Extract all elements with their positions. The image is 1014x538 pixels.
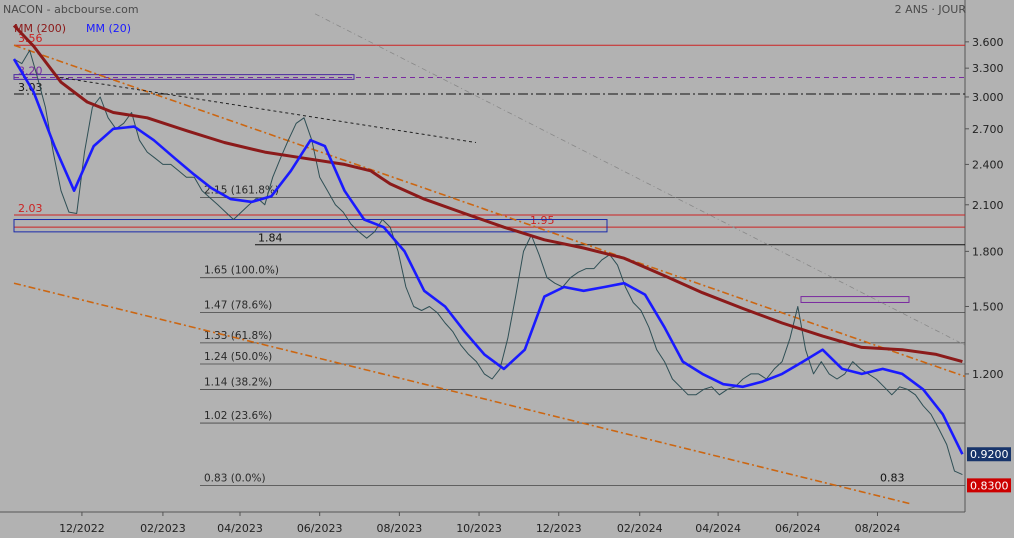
x-tick-label: 08/2023 [377, 522, 423, 535]
trendline-upper [13, 44, 966, 378]
price-tag-label: 0.8300 [970, 479, 1009, 492]
level-label: 2.03 [18, 202, 43, 215]
x-tick-label: 06/2023 [297, 522, 343, 535]
level-label: 1.95 [530, 214, 555, 227]
price-tag-box [967, 478, 1011, 493]
x-tick-label: 08/2024 [855, 522, 901, 535]
price-series [13, 49, 963, 476]
y-tick-label: 2.100 [972, 199, 1004, 212]
zone-rect-top [13, 74, 355, 80]
mm20-series [12, 58, 964, 455]
price-tag-box [967, 447, 1011, 462]
x-tick-label: 02/2023 [140, 522, 186, 535]
fibonacci-level-label: 1.33 (61.8%) [204, 330, 272, 342]
fibonacci-level-label: 1.65 (100.0%) [204, 265, 279, 277]
period-label: 2 ANS · JOUR [894, 3, 966, 16]
fibonacci-level-label: 1.47 (78.6%) [204, 300, 272, 312]
y-tick-label: 3.300 [972, 62, 1004, 75]
price-tag-label: 0.9200 [970, 448, 1009, 461]
fibonacci-level-label: 0.83 (0.0%) [204, 472, 266, 484]
y-tick-label: 2.400 [972, 158, 1004, 171]
y-tick-label: 1.200 [972, 368, 1004, 381]
x-tick-label: 06/2024 [775, 522, 821, 535]
x-tick-label: 04/2024 [695, 522, 741, 535]
trendline-short [59, 76, 477, 144]
legend-mm20: MM (20) [86, 22, 132, 35]
legend-mm200: MM (200) [14, 22, 67, 35]
y-tick-label: 3.600 [972, 36, 1004, 49]
trendline-lower [13, 282, 913, 505]
trendline-grey [314, 13, 966, 346]
y-tick-label: 2.700 [972, 123, 1004, 136]
fibonacci-level-label: 1.02 (23.6%) [204, 410, 272, 422]
fibonacci-level-label: 1.14 (38.2%) [204, 376, 272, 388]
y-tick-label: 1.800 [972, 245, 1004, 258]
x-tick-label: 02/2024 [617, 522, 663, 535]
zone-rect-right [800, 296, 910, 303]
fibonacci-level-label: 1.24 (50.0%) [204, 351, 272, 363]
y-tick-label: 1.500 [972, 300, 1004, 313]
y-tick-label: 3.000 [972, 91, 1004, 104]
zone-rect-middle [13, 219, 608, 233]
x-tick-label: 12/2023 [536, 522, 582, 535]
chart-title: NACON - abcbourse.com [3, 3, 139, 16]
level-label: 1.84 [258, 232, 283, 245]
x-tick-label: 12/2022 [59, 522, 105, 535]
x-tick-label: 04/2023 [217, 522, 263, 535]
mm200-series [12, 24, 963, 364]
x-tick-label: 10/2023 [456, 522, 502, 535]
annotation-label: 0.83 [880, 471, 905, 484]
